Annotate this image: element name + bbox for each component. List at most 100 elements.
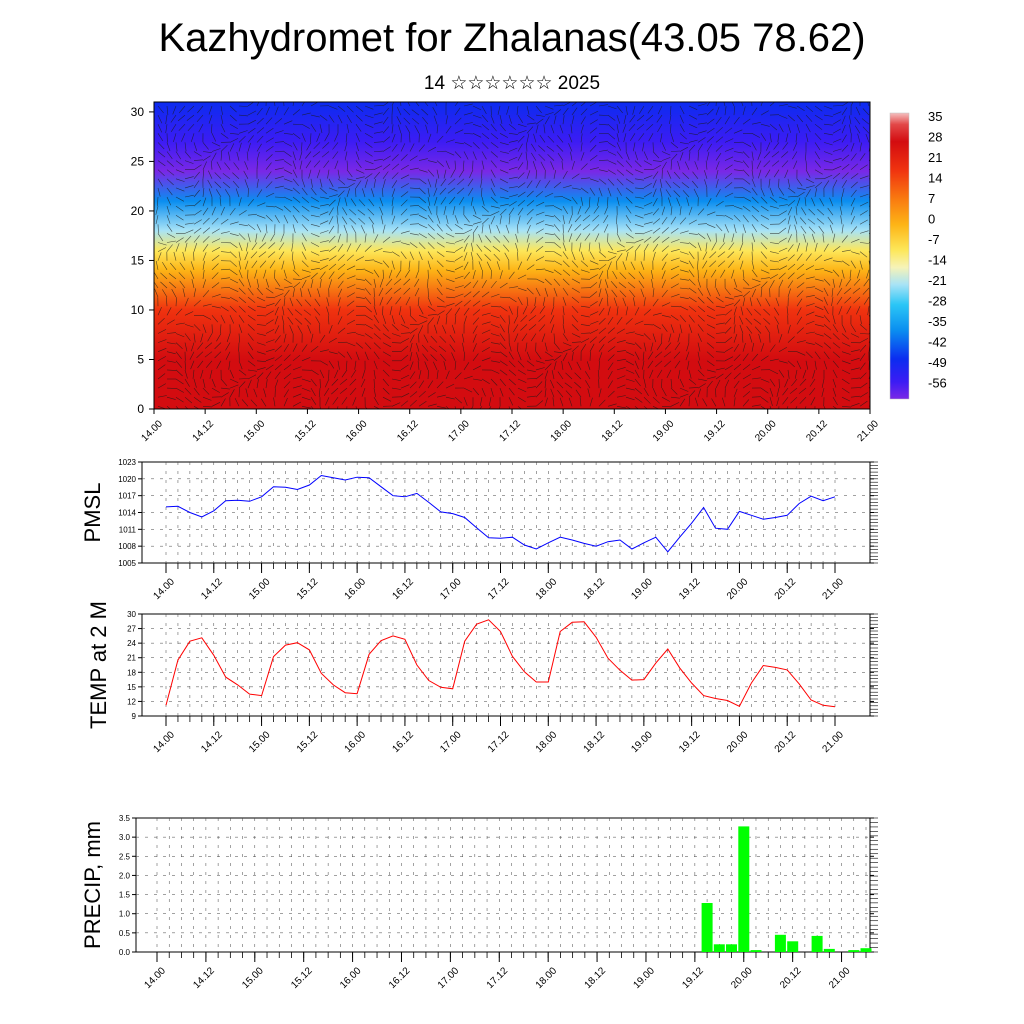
wind-barb [211, 402, 221, 407]
wind-barb [295, 318, 303, 325]
wind-barb [697, 122, 707, 125]
wind-barb [463, 281, 471, 289]
wind-barb [283, 373, 292, 380]
wind-barb [580, 152, 585, 161]
wind-barb [462, 333, 465, 343]
wind-barb [202, 378, 206, 388]
wind-barb [301, 123, 310, 129]
wind-barb [784, 378, 789, 388]
wind-barb [598, 360, 600, 370]
wind-barb [763, 308, 771, 316]
wind-barb [571, 341, 582, 343]
wind-barb [739, 324, 744, 334]
wind-barb [562, 233, 565, 243]
wind-barb [697, 137, 706, 143]
wind-barb [571, 251, 576, 261]
wind-barb [705, 160, 708, 170]
wind-barb [859, 315, 862, 325]
wind-barb [484, 254, 492, 261]
wind-barb [427, 269, 429, 279]
wind-barb [493, 235, 501, 243]
wind-barb [553, 260, 563, 266]
wind-barb [310, 242, 320, 247]
wind-barb [220, 268, 231, 271]
wind-barb [247, 135, 254, 143]
wind-barb [211, 124, 213, 134]
wind-barb [754, 309, 762, 316]
wind-barb [481, 357, 491, 362]
wind-barb [661, 315, 671, 318]
wind-barb [283, 196, 293, 202]
wind-barb [362, 369, 366, 379]
wind-barb [661, 216, 668, 225]
heatmap-x-tick-label: 17.12 [497, 418, 523, 444]
wind-barb [657, 369, 663, 378]
wind-barb [733, 315, 736, 325]
wind-barb [157, 242, 167, 246]
wind-barb [535, 351, 542, 360]
wind-barb [553, 224, 560, 232]
wind-barb [355, 124, 362, 132]
wind-barb [355, 176, 365, 180]
wind-barb [606, 269, 609, 279]
wind-barb [216, 189, 222, 198]
wind-barb [535, 287, 541, 297]
wind-barb [850, 403, 860, 407]
wind-barb [301, 387, 311, 392]
wind-barb [742, 233, 744, 243]
wind-barb [814, 305, 824, 310]
wind-barb [787, 280, 794, 289]
wind-barb [625, 387, 635, 391]
wind-barb [436, 287, 443, 296]
wind-barb [472, 123, 482, 128]
wind-barb [643, 406, 648, 409]
wind-barb [823, 114, 833, 117]
wind-barb [341, 369, 348, 378]
wind-barb [787, 369, 790, 379]
wind-barb [670, 378, 673, 389]
x-tick-label: 15.00 [240, 965, 266, 991]
wind-barb [310, 224, 320, 227]
wind-barb [409, 315, 417, 322]
wind-barb [265, 205, 276, 208]
wind-barb [229, 260, 237, 267]
wind-barb [193, 142, 198, 151]
wind-barb [634, 244, 641, 252]
wind-barb [769, 123, 778, 131]
wind-barb [810, 397, 816, 406]
wind-barb [427, 251, 434, 260]
heatmap-x-tick-label: 18.12 [600, 418, 626, 444]
wind-barb [299, 160, 303, 170]
wind-barb [211, 142, 221, 147]
wind-barb [619, 272, 627, 280]
wind-barb [382, 102, 390, 107]
wind-barb [328, 187, 338, 192]
wind-barb [355, 151, 360, 161]
wind-barb [544, 363, 552, 371]
wind-barb [814, 151, 820, 160]
wind-barb [191, 133, 195, 142]
wind-barb [706, 198, 712, 207]
wind-barb [434, 196, 438, 206]
wind-barb [274, 298, 281, 307]
wind-barb [301, 187, 308, 196]
wind-barb [346, 114, 352, 123]
wind-barb [526, 142, 528, 152]
wind-barb [454, 275, 464, 280]
wind-barb [697, 208, 705, 216]
wind-barb [427, 160, 437, 163]
wind-barb [841, 102, 849, 107]
wind-barb [418, 169, 428, 173]
wind-barb [515, 242, 519, 252]
wind-barb [418, 370, 422, 380]
wind-barb [463, 406, 465, 409]
wind-barb [769, 280, 775, 289]
wind-barb [607, 142, 616, 148]
wind-barb [187, 105, 195, 113]
wind-barb [517, 207, 524, 216]
wind-barb [598, 123, 609, 126]
wind-barb [355, 278, 365, 281]
wind-barb [819, 198, 825, 207]
wind-barb [551, 370, 555, 380]
wind-barb [157, 224, 159, 234]
